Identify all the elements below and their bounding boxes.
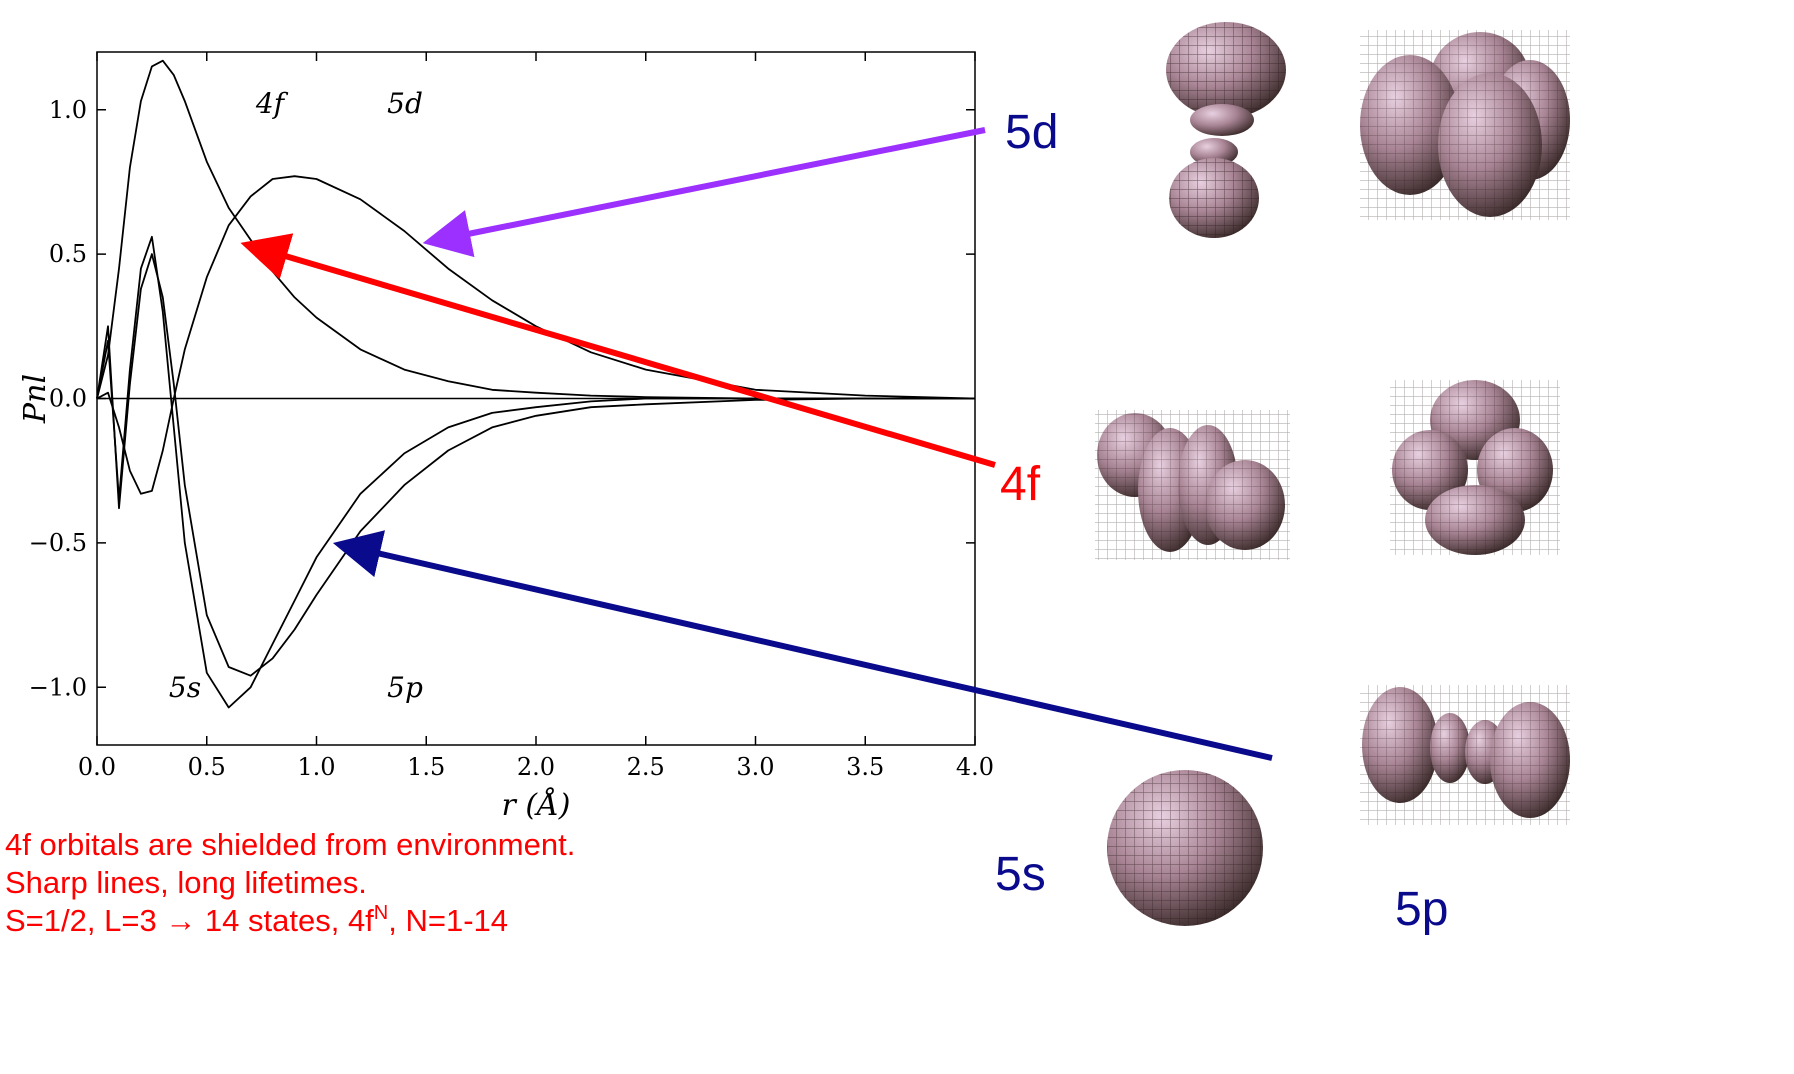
note-text: S=1/2, L=3 → 14 states, 4f	[5, 903, 374, 938]
series-label: 5s	[169, 671, 201, 704]
y-tick-label: −0.5	[29, 529, 87, 557]
series-label: 5p	[387, 671, 423, 704]
label-5s: 5s	[995, 848, 1046, 901]
x-tick-label: 0.0	[78, 753, 116, 781]
y-axis-label: Pnl	[18, 374, 53, 424]
x-tick-label: 0.5	[188, 753, 226, 781]
x-tick-label: 3.0	[736, 753, 774, 781]
series-label: 4f	[255, 87, 289, 120]
y-tick-label: −1.0	[29, 673, 87, 701]
orbital-5s	[1107, 770, 1263, 926]
orbital-5d-xy	[1360, 30, 1570, 220]
y-tick-label: 1.0	[49, 96, 87, 124]
orbital-4f-a	[1095, 410, 1290, 560]
series-line	[97, 254, 975, 676]
series-line	[97, 176, 975, 494]
orbital-images	[1095, 22, 1570, 926]
orbital-5p	[1360, 685, 1570, 825]
orbital-5d-z2	[1166, 22, 1286, 238]
orbital-4f-b	[1390, 380, 1560, 555]
page: 0.0 0.5 1.0 1.5 2.0 2.5 3.0 3.5 4.0 −1.0 −0.5 0.0 0.…	[0, 0, 1794, 1074]
series-line	[97, 237, 975, 708]
x-tick-label: 4.0	[956, 753, 994, 781]
note: S=1/2, L=3 → 14 states, 4fN, N=1-14	[5, 902, 508, 938]
arrow-5s-5p	[368, 551, 1272, 758]
series-line	[97, 61, 975, 399]
x-tick-label: 3.5	[846, 753, 884, 781]
x-tick-label: 1.5	[407, 753, 445, 781]
slide: 0.0 0.5 1.0 1.5 2.0 2.5 3.0 3.5 4.0 −1.0 −0.5 0.0 0.…	[0, 0, 1794, 1074]
x-axis-label: r (Å)	[502, 787, 571, 823]
x-tick-label: 1.0	[297, 753, 335, 781]
label-5p: 5p	[1395, 883, 1448, 936]
y-tick-label: 0.5	[49, 240, 87, 268]
series-label: 5d	[387, 87, 423, 120]
y-tick-label: 0.0	[49, 385, 87, 413]
label-5d: 5d	[1005, 106, 1058, 159]
x-tick-label: 2.0	[517, 753, 555, 781]
x-tick-label: 2.5	[627, 753, 665, 781]
label-4f: 4f	[1000, 458, 1041, 511]
note: 4f orbitals are shielded from environmen…	[5, 827, 575, 862]
arrow-5d	[458, 130, 985, 236]
note: Sharp lines, long lifetimes.	[5, 865, 367, 900]
note-text: , N=1-14	[388, 903, 508, 938]
plot: 0.0 0.5 1.0 1.5 2.0 2.5 3.0 3.5 4.0 −1.0 −0.5 0.0 0.…	[18, 52, 994, 823]
note-sup: N	[374, 902, 388, 924]
